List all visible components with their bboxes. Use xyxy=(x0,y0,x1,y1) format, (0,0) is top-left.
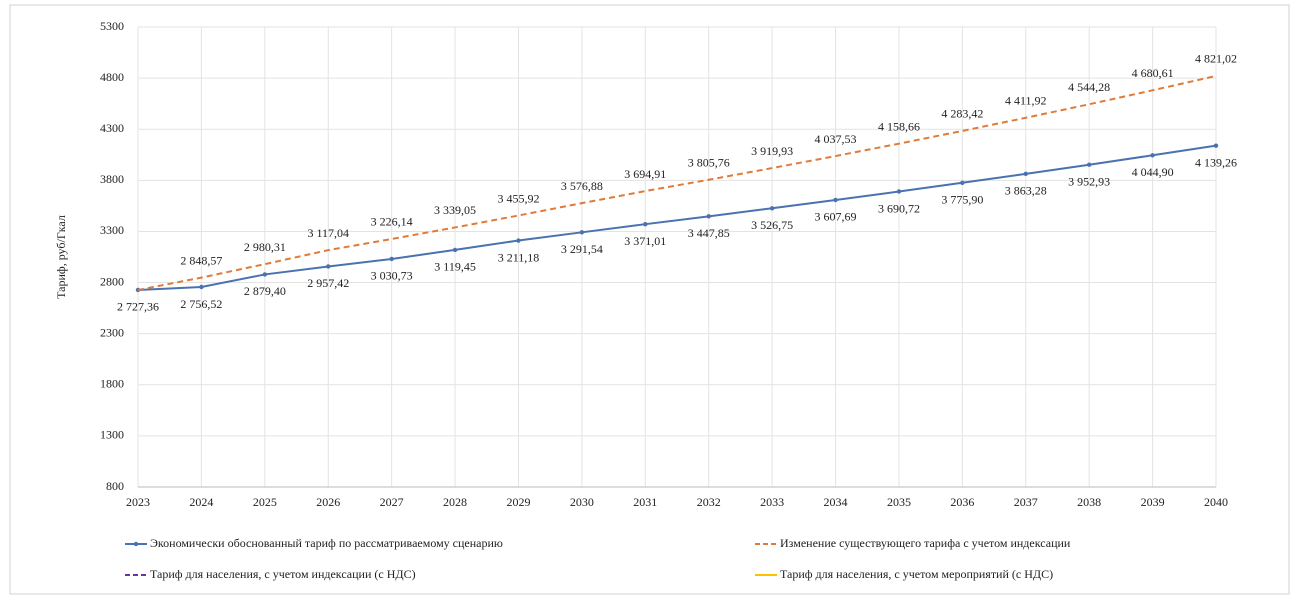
y-tick-label: 4800 xyxy=(100,70,124,84)
data-point xyxy=(1213,143,1219,148)
legend-label: Тариф для населения, с учетом мероприяти… xyxy=(780,567,1053,581)
data-label: 2 879,40 xyxy=(244,284,286,298)
series-line xyxy=(137,144,1217,291)
y-tick-label: 2300 xyxy=(100,325,124,339)
chart-frame xyxy=(9,4,1290,595)
data-label: 3 775,90 xyxy=(941,193,983,207)
x-tick-label: 2025 xyxy=(253,495,277,509)
data-label: 4 821,02 xyxy=(1195,52,1237,66)
data-label: 3 226,14 xyxy=(371,215,413,229)
data-label: 3 526,75 xyxy=(751,218,793,232)
data-label: 3 690,72 xyxy=(878,201,920,215)
data-label: 3 455,92 xyxy=(497,191,539,205)
data-point xyxy=(769,206,775,211)
data-point xyxy=(579,230,585,235)
data-label: 3 371,01 xyxy=(624,234,666,248)
x-tick-label: 2030 xyxy=(570,495,594,509)
data-label: 3 447,85 xyxy=(688,226,730,240)
x-tick-label: 2037 xyxy=(1014,495,1038,509)
data-label: 4 158,66 xyxy=(878,119,920,133)
data-point xyxy=(960,180,965,185)
x-tick-label: 2029 xyxy=(506,495,530,509)
x-tick-label: 2034 xyxy=(824,495,848,509)
y-tick-label: 1800 xyxy=(100,377,124,391)
data-label: 3 030,73 xyxy=(371,269,413,283)
data-label: 4 680,61 xyxy=(1132,66,1174,80)
y-tick-label: 3800 xyxy=(100,172,124,186)
x-tick-label: 2036 xyxy=(950,495,974,509)
data-point xyxy=(896,189,902,194)
data-label: 3 863,28 xyxy=(1005,184,1047,198)
data-label: 4 283,42 xyxy=(941,107,983,121)
data-label: 3 919,93 xyxy=(751,144,793,158)
data-point xyxy=(262,272,268,277)
y-axis-label: Тариф, руб/Гкал xyxy=(54,215,68,299)
x-tick-label: 2039 xyxy=(1141,495,1165,509)
y-tick-label: 3300 xyxy=(100,223,124,237)
data-label: 4 139,26 xyxy=(1195,155,1237,169)
legend-label: Экономически обоснованный тариф по рассм… xyxy=(150,536,503,550)
x-tick-label: 2028 xyxy=(443,495,467,509)
data-label: 3 291,54 xyxy=(561,242,603,256)
y-tick-label: 1300 xyxy=(100,428,124,442)
data-label: 3 607,69 xyxy=(815,210,857,224)
data-point xyxy=(199,284,204,290)
y-tick-label: 5300 xyxy=(100,19,124,33)
data-point xyxy=(1086,162,1092,167)
x-tick-label: 2024 xyxy=(189,495,213,509)
data-label: 4 411,92 xyxy=(1005,94,1047,108)
y-tick-label: 4300 xyxy=(100,121,124,135)
x-tick-label: 2023 xyxy=(126,495,150,509)
data-label: 2 980,31 xyxy=(244,240,286,254)
data-point xyxy=(389,256,394,262)
x-tick-label: 2033 xyxy=(760,495,784,509)
data-label: 3 119,45 xyxy=(434,260,476,274)
data-point xyxy=(706,214,711,219)
data-label: 4 037,53 xyxy=(815,132,857,146)
data-label: 3 339,05 xyxy=(434,203,476,217)
y-tick-label: 2800 xyxy=(100,274,124,288)
data-point xyxy=(833,197,838,203)
x-tick-label: 2038 xyxy=(1077,495,1101,509)
series-line xyxy=(137,74,1217,291)
data-label: 2 848,57 xyxy=(180,253,222,267)
data-point xyxy=(326,264,331,269)
x-tick-label: 2035 xyxy=(887,495,911,509)
data-point xyxy=(643,221,648,227)
x-tick-label: 2031 xyxy=(633,495,657,509)
x-tick-label: 2040 xyxy=(1204,495,1228,509)
x-tick-label: 2032 xyxy=(697,495,721,509)
legend-label: Изменение существующего тарифа с учетом … xyxy=(780,536,1071,550)
data-point xyxy=(452,247,458,253)
legend-label: Тариф для населения, с учетом индексации… xyxy=(150,567,416,581)
data-label: 2 727,36 xyxy=(117,300,159,314)
data-label: 3 211,18 xyxy=(498,250,540,264)
data-label: 3 694,91 xyxy=(624,167,666,181)
data-label: 2 756,52 xyxy=(180,297,222,311)
data-point xyxy=(516,238,521,243)
data-label: 3 805,76 xyxy=(688,155,730,169)
data-label: 2 957,42 xyxy=(307,276,349,290)
data-label: 4 544,28 xyxy=(1068,80,1110,94)
data-label: 4 044,90 xyxy=(1132,165,1174,179)
x-tick-label: 2026 xyxy=(316,495,340,509)
data-label: 3 952,93 xyxy=(1068,174,1110,188)
data-label: 3 117,04 xyxy=(307,226,349,240)
data-point xyxy=(1023,171,1028,177)
data-point xyxy=(1150,153,1155,158)
x-tick-label: 2027 xyxy=(380,495,404,509)
y-tick-label: 800 xyxy=(106,479,124,493)
data-label: 3 576,88 xyxy=(561,179,603,193)
legend-marker xyxy=(133,541,139,547)
